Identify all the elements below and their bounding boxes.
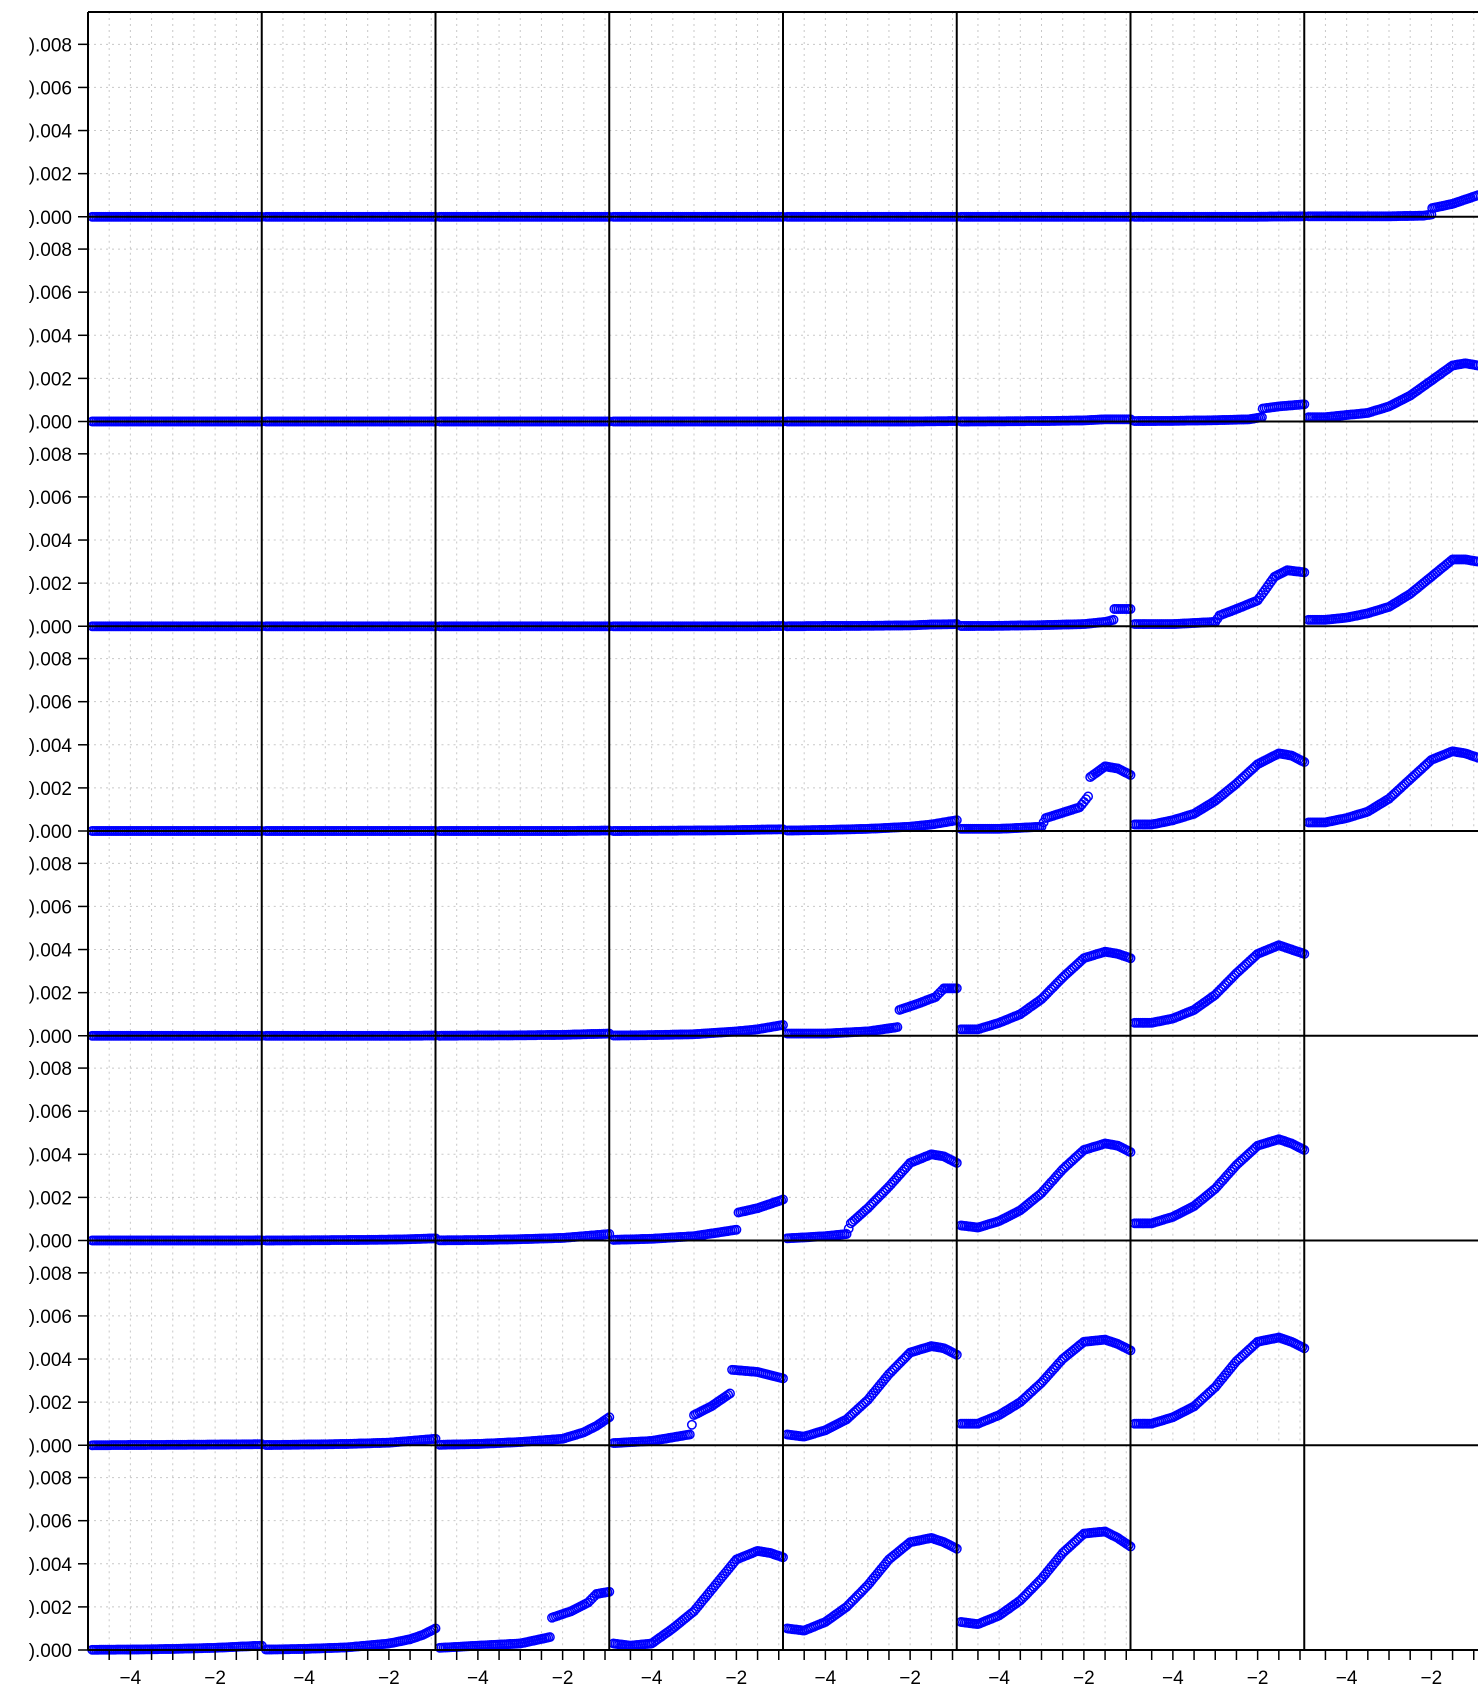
panel-4-8-series (1303, 746, 1478, 828)
panel-6-5-series (782, 1149, 962, 1244)
panel-3-5-series (782, 619, 962, 632)
data-point (1108, 614, 1119, 625)
panel-6-3-series (434, 1229, 615, 1246)
data-point (1473, 556, 1478, 567)
data-point (1473, 360, 1478, 371)
panel-6-7-series (1129, 1134, 1310, 1229)
panel-4-7-series (1129, 748, 1310, 830)
panel-6-2-series (261, 1233, 441, 1246)
panel-5-3-series (434, 1028, 615, 1041)
panel-5-4-series (608, 1020, 788, 1041)
data-point (1473, 752, 1478, 763)
grid-layer (88, 12, 1478, 1651)
panel-2-8-series (1303, 358, 1478, 423)
panel-4-6-series (956, 761, 1136, 834)
panel-3-7-series (1129, 565, 1310, 630)
panel-2-6-series (956, 414, 1136, 427)
panel-3-8-series (1303, 554, 1478, 625)
panel-5-6-series (956, 946, 1136, 1035)
data-point (1473, 190, 1478, 201)
panel-5-7-series (1129, 940, 1310, 1028)
data-point (1081, 794, 1091, 805)
data-point (892, 1022, 903, 1033)
panel-6-4-series (608, 1194, 788, 1245)
panel-6-6-series (956, 1138, 1136, 1233)
data-point (1083, 791, 1094, 802)
panel-5-5-series (782, 983, 962, 1039)
